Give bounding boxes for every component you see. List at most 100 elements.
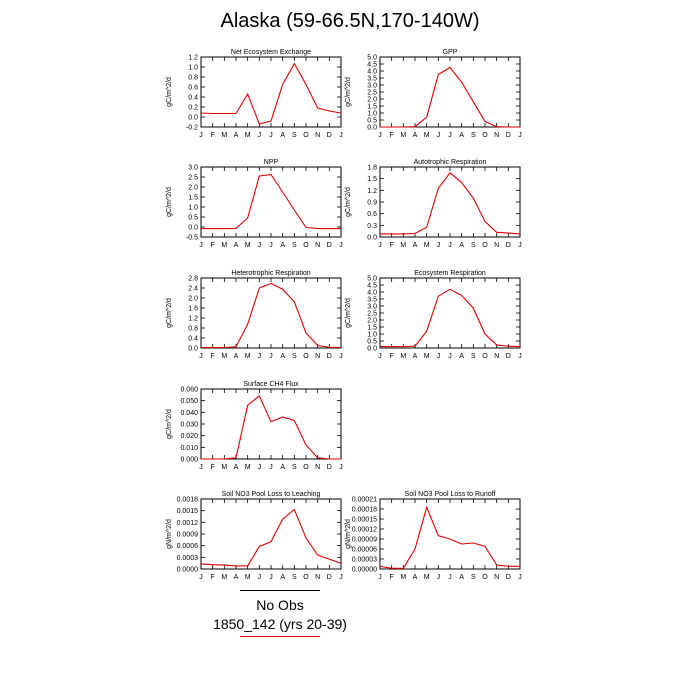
y-axis-label: gC/m^2/d bbox=[345, 77, 352, 107]
series-line bbox=[201, 282, 342, 349]
x-tick-label: A bbox=[413, 242, 418, 249]
x-tick-label: O bbox=[482, 242, 488, 249]
y-tick-label: 1.5 bbox=[367, 325, 377, 332]
y-tick-label: 0.030 bbox=[180, 422, 198, 429]
x-tick-label: A bbox=[234, 353, 239, 360]
x-tick-label: D bbox=[327, 464, 332, 471]
x-tick-label: A bbox=[459, 132, 464, 139]
y-tick-label: 4.0 bbox=[367, 69, 377, 76]
y-tick-label: 4.5 bbox=[367, 62, 377, 69]
y-tick-label: 0.6 bbox=[367, 211, 377, 218]
y-tick-label: 4.5 bbox=[367, 283, 377, 290]
y-tick-label: 0.00018 bbox=[352, 507, 377, 514]
y-axis-label: gN/m^2/d bbox=[345, 519, 352, 549]
x-tick-label: M bbox=[400, 353, 406, 360]
y-tick-label: 0.010 bbox=[180, 445, 198, 452]
x-tick-label: S bbox=[471, 132, 476, 139]
y-tick-label: 5.0 bbox=[367, 55, 377, 62]
x-tick-label: D bbox=[327, 132, 332, 139]
y-tick-label: 0.0003 bbox=[177, 555, 199, 562]
y-tick-label: 3.5 bbox=[367, 76, 377, 83]
y-tick-label: 0.00009 bbox=[352, 537, 377, 544]
x-tick-label: J bbox=[448, 353, 452, 360]
y-tick-label: -0.5 bbox=[186, 235, 198, 242]
x-tick-label: F bbox=[211, 464, 215, 471]
y-tick-label: 0.0006 bbox=[177, 543, 199, 550]
x-tick-label: M bbox=[424, 242, 430, 249]
y-tick-label: 2.0 bbox=[367, 97, 377, 104]
x-tick-label: A bbox=[459, 353, 464, 360]
x-tick-label: J bbox=[378, 242, 382, 249]
x-tick-label: A bbox=[459, 574, 464, 581]
x-tick-label: D bbox=[506, 353, 511, 360]
x-tick-label: A bbox=[234, 574, 239, 581]
x-tick-label: J bbox=[437, 242, 441, 249]
x-tick-label: J bbox=[199, 242, 203, 249]
y-axis-label: gN/m^2/d bbox=[166, 519, 173, 549]
x-tick-label: A bbox=[459, 242, 464, 249]
x-tick-label: S bbox=[292, 242, 297, 249]
x-tick-label: J bbox=[269, 132, 273, 139]
y-tick-label: 0.5 bbox=[367, 339, 377, 346]
x-tick-label: D bbox=[506, 242, 511, 249]
x-tick-label: N bbox=[494, 132, 499, 139]
y-tick-label: 1.0 bbox=[188, 65, 198, 72]
x-tick-label: J bbox=[378, 574, 382, 581]
x-tick-label: M bbox=[400, 574, 406, 581]
x-tick-label: J bbox=[339, 464, 343, 471]
plot-frame bbox=[200, 277, 342, 349]
y-tick-label: 1.5 bbox=[188, 195, 198, 202]
panel-title: Ecosystem Respiration bbox=[414, 270, 486, 277]
y-tick-label: 0.0000 bbox=[177, 567, 199, 574]
page-title: Alaska (59-66.5N,170-140W) bbox=[220, 10, 480, 32]
y-tick-label: 1.0 bbox=[188, 205, 198, 212]
plot-frame bbox=[200, 166, 342, 238]
x-tick-label: A bbox=[234, 464, 239, 471]
x-tick-label: O bbox=[303, 353, 309, 360]
y-tick-label: 0.0009 bbox=[177, 532, 199, 539]
y-tick-label: 0.000 bbox=[180, 457, 198, 464]
chart-panel: Ecosystem Respiration0.00.51.01.52.02.53… bbox=[345, 270, 522, 360]
y-tick-label: -0.2 bbox=[186, 125, 198, 132]
y-tick-label: 0.9 bbox=[367, 200, 377, 207]
y-tick-label: 2.0 bbox=[367, 318, 377, 325]
x-tick-label: N bbox=[315, 464, 320, 471]
plot-frame bbox=[379, 277, 521, 349]
x-tick-label: F bbox=[211, 132, 215, 139]
x-tick-label: S bbox=[471, 242, 476, 249]
plot-frame bbox=[379, 498, 521, 570]
x-tick-label: N bbox=[494, 242, 499, 249]
x-tick-label: J bbox=[258, 353, 262, 360]
y-tick-label: 0.00012 bbox=[352, 527, 377, 534]
y-tick-label: 0.0 bbox=[367, 346, 377, 353]
y-tick-label: 2.5 bbox=[188, 175, 198, 182]
legend-obs-label: No Obs bbox=[256, 597, 304, 613]
y-tick-label: 0.5 bbox=[367, 118, 377, 125]
x-tick-label: J bbox=[339, 242, 343, 249]
x-tick-label: F bbox=[211, 353, 215, 360]
x-tick-label: S bbox=[292, 574, 297, 581]
legend-case-line bbox=[240, 636, 320, 637]
y-tick-label: 0.0 bbox=[367, 235, 377, 242]
panel-title: Autotrophic Respiration bbox=[414, 159, 487, 166]
x-tick-label: S bbox=[292, 353, 297, 360]
x-tick-label: M bbox=[424, 132, 430, 139]
x-tick-label: F bbox=[211, 574, 215, 581]
y-axis-label: gC/m^2/d bbox=[345, 187, 352, 217]
y-tick-label: 0.020 bbox=[180, 433, 198, 440]
panel-title: Soil NO3 Pool Loss to Runoff bbox=[405, 491, 496, 498]
y-tick-label: 1.8 bbox=[367, 165, 377, 172]
x-tick-label: A bbox=[234, 132, 239, 139]
x-tick-label: M bbox=[400, 242, 406, 249]
x-tick-label: M bbox=[245, 574, 251, 581]
x-tick-label: S bbox=[292, 132, 297, 139]
x-tick-label: O bbox=[303, 574, 309, 581]
y-tick-label: 5.0 bbox=[367, 276, 377, 283]
chart-panel: Soil NO3 Pool Loss to Runoff 0.00000 0.000… bbox=[345, 491, 522, 581]
chart-panel: Net Ecosystem Exchange -0.2 0.0 0.2 0.4 0.6 0.… bbox=[166, 49, 343, 139]
y-tick-label: 0.00006 bbox=[352, 547, 377, 554]
y-tick-label: 0.8 bbox=[188, 326, 198, 333]
y-tick-label: 0.6 bbox=[188, 85, 198, 92]
y-axis-label: gC/m^2/d bbox=[166, 77, 173, 107]
x-tick-label: O bbox=[482, 132, 488, 139]
